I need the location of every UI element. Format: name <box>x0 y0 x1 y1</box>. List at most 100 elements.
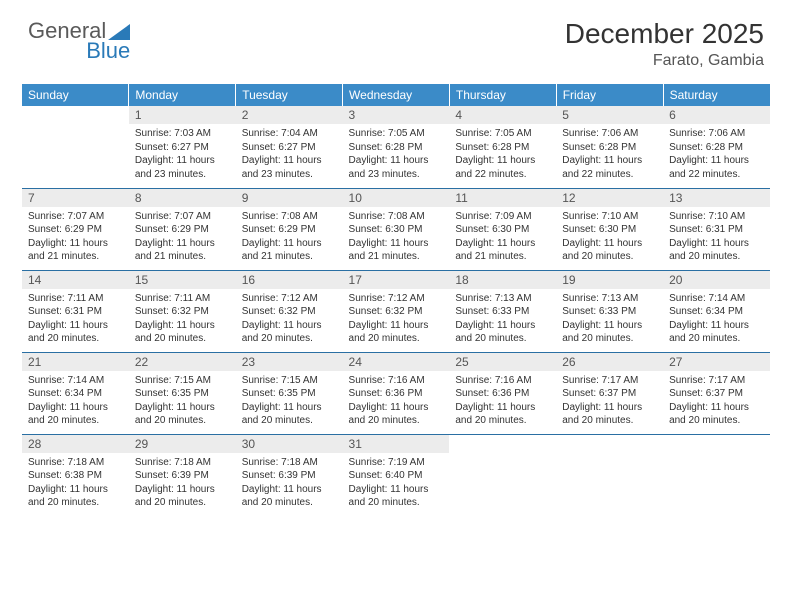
calendar-row: 1Sunrise: 7:03 AMSunset: 6:27 PMDaylight… <box>22 106 770 188</box>
day-info: Sunrise: 7:04 AMSunset: 6:27 PMDaylight:… <box>236 124 343 185</box>
calendar-cell: 16Sunrise: 7:12 AMSunset: 6:32 PMDayligh… <box>236 270 343 352</box>
calendar-cell <box>449 434 556 516</box>
title-block: December 2025 Farato, Gambia <box>565 18 764 70</box>
calendar-row: 21Sunrise: 7:14 AMSunset: 6:34 PMDayligh… <box>22 352 770 434</box>
calendar-cell: 31Sunrise: 7:19 AMSunset: 6:40 PMDayligh… <box>343 434 450 516</box>
calendar-cell: 11Sunrise: 7:09 AMSunset: 6:30 PMDayligh… <box>449 188 556 270</box>
day-number: 26 <box>556 353 663 371</box>
day-number: 15 <box>129 271 236 289</box>
calendar-cell: 15Sunrise: 7:11 AMSunset: 6:32 PMDayligh… <box>129 270 236 352</box>
dayname-mon: Monday <box>129 84 236 106</box>
day-number: 3 <box>343 106 450 124</box>
calendar-row: 14Sunrise: 7:11 AMSunset: 6:31 PMDayligh… <box>22 270 770 352</box>
calendar-cell: 23Sunrise: 7:15 AMSunset: 6:35 PMDayligh… <box>236 352 343 434</box>
calendar-cell: 21Sunrise: 7:14 AMSunset: 6:34 PMDayligh… <box>22 352 129 434</box>
day-number: 10 <box>343 189 450 207</box>
day-info: Sunrise: 7:15 AMSunset: 6:35 PMDaylight:… <box>236 371 343 432</box>
header: GeneralBlue December 2025 Farato, Gambia <box>0 0 792 76</box>
day-number: 18 <box>449 271 556 289</box>
day-number: 4 <box>449 106 556 124</box>
day-number: 6 <box>663 106 770 124</box>
calendar-cell: 27Sunrise: 7:17 AMSunset: 6:37 PMDayligh… <box>663 352 770 434</box>
location: Farato, Gambia <box>565 52 764 70</box>
calendar-cell: 5Sunrise: 7:06 AMSunset: 6:28 PMDaylight… <box>556 106 663 188</box>
day-number: 30 <box>236 435 343 453</box>
dayname-row: Sunday Monday Tuesday Wednesday Thursday… <box>22 84 770 106</box>
day-info: Sunrise: 7:16 AMSunset: 6:36 PMDaylight:… <box>449 371 556 432</box>
calendar-cell: 20Sunrise: 7:14 AMSunset: 6:34 PMDayligh… <box>663 270 770 352</box>
calendar-cell: 7Sunrise: 7:07 AMSunset: 6:29 PMDaylight… <box>22 188 129 270</box>
calendar-body: 1Sunrise: 7:03 AMSunset: 6:27 PMDaylight… <box>22 106 770 516</box>
day-info: Sunrise: 7:15 AMSunset: 6:35 PMDaylight:… <box>129 371 236 432</box>
day-info: Sunrise: 7:08 AMSunset: 6:30 PMDaylight:… <box>343 207 450 268</box>
calendar-cell: 30Sunrise: 7:18 AMSunset: 6:39 PMDayligh… <box>236 434 343 516</box>
calendar-cell: 10Sunrise: 7:08 AMSunset: 6:30 PMDayligh… <box>343 188 450 270</box>
day-info: Sunrise: 7:06 AMSunset: 6:28 PMDaylight:… <box>556 124 663 185</box>
day-number: 7 <box>22 189 129 207</box>
month-title: December 2025 <box>565 18 764 50</box>
day-info: Sunrise: 7:07 AMSunset: 6:29 PMDaylight:… <box>129 207 236 268</box>
calendar-cell: 4Sunrise: 7:05 AMSunset: 6:28 PMDaylight… <box>449 106 556 188</box>
day-number: 2 <box>236 106 343 124</box>
day-info: Sunrise: 7:05 AMSunset: 6:28 PMDaylight:… <box>343 124 450 185</box>
calendar-row: 7Sunrise: 7:07 AMSunset: 6:29 PMDaylight… <box>22 188 770 270</box>
calendar-cell: 8Sunrise: 7:07 AMSunset: 6:29 PMDaylight… <box>129 188 236 270</box>
day-info: Sunrise: 7:14 AMSunset: 6:34 PMDaylight:… <box>663 289 770 350</box>
day-number: 16 <box>236 271 343 289</box>
calendar-cell <box>663 434 770 516</box>
day-number: 8 <box>129 189 236 207</box>
day-number: 23 <box>236 353 343 371</box>
day-info: Sunrise: 7:10 AMSunset: 6:30 PMDaylight:… <box>556 207 663 268</box>
day-number: 21 <box>22 353 129 371</box>
calendar-cell: 12Sunrise: 7:10 AMSunset: 6:30 PMDayligh… <box>556 188 663 270</box>
logo-text-blue: Blue <box>86 38 130 63</box>
calendar-cell: 22Sunrise: 7:15 AMSunset: 6:35 PMDayligh… <box>129 352 236 434</box>
calendar: Sunday Monday Tuesday Wednesday Thursday… <box>22 84 770 516</box>
dayname-wed: Wednesday <box>343 84 450 106</box>
calendar-cell: 19Sunrise: 7:13 AMSunset: 6:33 PMDayligh… <box>556 270 663 352</box>
dayname-sun: Sunday <box>22 84 129 106</box>
day-info: Sunrise: 7:19 AMSunset: 6:40 PMDaylight:… <box>343 453 450 514</box>
day-info: Sunrise: 7:10 AMSunset: 6:31 PMDaylight:… <box>663 207 770 268</box>
day-info: Sunrise: 7:18 AMSunset: 6:39 PMDaylight:… <box>129 453 236 514</box>
day-info: Sunrise: 7:13 AMSunset: 6:33 PMDaylight:… <box>556 289 663 350</box>
day-number: 20 <box>663 271 770 289</box>
calendar-cell <box>22 106 129 188</box>
day-info: Sunrise: 7:13 AMSunset: 6:33 PMDaylight:… <box>449 289 556 350</box>
day-info: Sunrise: 7:18 AMSunset: 6:38 PMDaylight:… <box>22 453 129 514</box>
day-info: Sunrise: 7:12 AMSunset: 6:32 PMDaylight:… <box>343 289 450 350</box>
day-number: 12 <box>556 189 663 207</box>
day-info: Sunrise: 7:05 AMSunset: 6:28 PMDaylight:… <box>449 124 556 185</box>
calendar-cell: 2Sunrise: 7:04 AMSunset: 6:27 PMDaylight… <box>236 106 343 188</box>
day-info: Sunrise: 7:17 AMSunset: 6:37 PMDaylight:… <box>556 371 663 432</box>
day-number: 29 <box>129 435 236 453</box>
day-info: Sunrise: 7:11 AMSunset: 6:32 PMDaylight:… <box>129 289 236 350</box>
calendar-cell: 9Sunrise: 7:08 AMSunset: 6:29 PMDaylight… <box>236 188 343 270</box>
dayname-tue: Tuesday <box>236 84 343 106</box>
calendar-row: 28Sunrise: 7:18 AMSunset: 6:38 PMDayligh… <box>22 434 770 516</box>
day-info: Sunrise: 7:14 AMSunset: 6:34 PMDaylight:… <box>22 371 129 432</box>
day-number: 9 <box>236 189 343 207</box>
day-number: 28 <box>22 435 129 453</box>
calendar-cell: 25Sunrise: 7:16 AMSunset: 6:36 PMDayligh… <box>449 352 556 434</box>
day-number: 1 <box>129 106 236 124</box>
calendar-cell: 17Sunrise: 7:12 AMSunset: 6:32 PMDayligh… <box>343 270 450 352</box>
day-info: Sunrise: 7:11 AMSunset: 6:31 PMDaylight:… <box>22 289 129 350</box>
calendar-cell: 29Sunrise: 7:18 AMSunset: 6:39 PMDayligh… <box>129 434 236 516</box>
day-info: Sunrise: 7:17 AMSunset: 6:37 PMDaylight:… <box>663 371 770 432</box>
calendar-cell: 1Sunrise: 7:03 AMSunset: 6:27 PMDaylight… <box>129 106 236 188</box>
dayname-sat: Saturday <box>663 84 770 106</box>
day-number: 22 <box>129 353 236 371</box>
day-number: 5 <box>556 106 663 124</box>
day-number: 24 <box>343 353 450 371</box>
calendar-cell: 6Sunrise: 7:06 AMSunset: 6:28 PMDaylight… <box>663 106 770 188</box>
dayname-fri: Friday <box>556 84 663 106</box>
day-info: Sunrise: 7:12 AMSunset: 6:32 PMDaylight:… <box>236 289 343 350</box>
day-number: 13 <box>663 189 770 207</box>
day-info: Sunrise: 7:18 AMSunset: 6:39 PMDaylight:… <box>236 453 343 514</box>
day-info: Sunrise: 7:06 AMSunset: 6:28 PMDaylight:… <box>663 124 770 185</box>
day-info: Sunrise: 7:03 AMSunset: 6:27 PMDaylight:… <box>129 124 236 185</box>
calendar-cell <box>556 434 663 516</box>
calendar-cell: 28Sunrise: 7:18 AMSunset: 6:38 PMDayligh… <box>22 434 129 516</box>
calendar-cell: 24Sunrise: 7:16 AMSunset: 6:36 PMDayligh… <box>343 352 450 434</box>
